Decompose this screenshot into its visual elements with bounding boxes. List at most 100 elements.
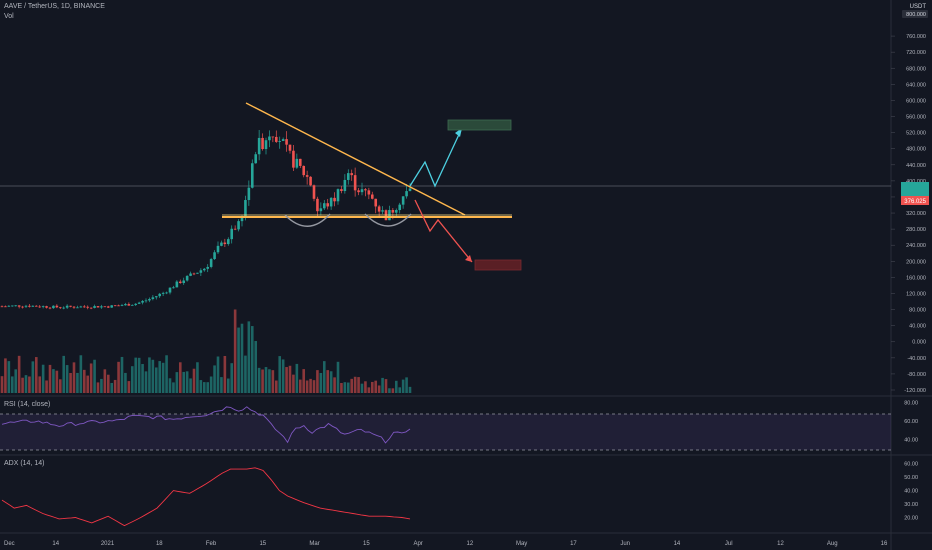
- candle-body: [182, 280, 186, 284]
- time-tick-label: Aug: [827, 541, 838, 547]
- target-box-up[interactable]: [447, 119, 512, 131]
- candle-body: [295, 158, 299, 168]
- volume-bar: [394, 380, 398, 393]
- candle-body: [329, 197, 333, 207]
- adx-tick-label: 20.00: [904, 516, 918, 522]
- bullish-projection-arrow: [409, 127, 463, 188]
- candle-body: [148, 299, 151, 301]
- time-tick-label: 16: [881, 541, 888, 547]
- candle-body: [55, 305, 59, 308]
- candle-body: [48, 307, 52, 309]
- candle-body: [298, 158, 302, 166]
- volume-bar: [141, 364, 144, 393]
- volume-bar: [244, 355, 247, 393]
- candle-body: [408, 188, 412, 192]
- adx-line: [1, 467, 411, 527]
- candle-body: [367, 190, 371, 195]
- candle-body: [353, 175, 357, 191]
- candle-body: [360, 189, 364, 193]
- current-price-label: 376.025: [904, 199, 926, 205]
- volume-bar: [357, 377, 360, 393]
- volume-bar: [309, 378, 312, 393]
- target-box-down[interactable]: [474, 259, 522, 271]
- symbol-title: AAVE / TetherUS, 1D, BINANCE: [4, 3, 105, 10]
- volume-bar: [370, 381, 374, 393]
- last-price-tag: [901, 182, 929, 196]
- volume-bar: [130, 366, 134, 393]
- volume-bar: [305, 380, 309, 393]
- candle-body: [370, 194, 374, 199]
- volume-bar: [278, 356, 282, 393]
- volume-bar: [220, 377, 223, 393]
- time-axis[interactable]: Dec 14 2021 18 Feb 15 Mar 15 Apr 12 May 17 Jun 14 Jul 1…: [4, 541, 888, 547]
- candle-body: [302, 165, 306, 176]
- price-tick-label: 120.000: [906, 291, 926, 297]
- current-price-tag: [901, 196, 929, 205]
- volume-bar: [55, 370, 59, 393]
- volume-bar: [189, 378, 192, 393]
- price-tick-label: 320.000: [906, 211, 926, 217]
- volume-bar: [264, 367, 268, 393]
- volume-bar: [14, 369, 18, 393]
- candle-body: [398, 204, 402, 211]
- descending-trendline[interactable]: [245, 102, 466, 216]
- candle-body: [175, 281, 179, 288]
- volume-bar: [168, 378, 172, 393]
- volume-bar: [161, 362, 165, 393]
- left-shoulder-arc: [284, 213, 331, 227]
- candle-body: [257, 137, 261, 155]
- candle-body: [213, 252, 216, 260]
- candle-body: [326, 203, 330, 207]
- candle-body: [28, 305, 31, 307]
- price-tick-label: 520.000: [906, 131, 926, 137]
- rsi-tick-label: 40.00: [904, 437, 918, 443]
- price-tick-label: 40.000: [909, 324, 926, 330]
- candle-body: [7, 305, 11, 307]
- candle-body: [127, 304, 131, 306]
- volume-bar: [31, 361, 35, 393]
- candle-body: [322, 203, 326, 209]
- volume-bar: [233, 309, 237, 393]
- candle-body: [226, 239, 230, 245]
- volume-bar: [319, 372, 323, 393]
- volume-bar: [405, 377, 408, 393]
- candle-body: [65, 305, 69, 308]
- top-price-tag: [902, 10, 928, 18]
- candle-body: [350, 173, 354, 176]
- volume-bar: [21, 377, 24, 393]
- volume-bar: [175, 372, 179, 393]
- volume-bar: [295, 363, 299, 393]
- volume-bar: [41, 364, 45, 393]
- volume-bar: [384, 379, 388, 393]
- volume-bar: [237, 327, 240, 393]
- volume-bar: [52, 369, 55, 393]
- volume-bar: [333, 377, 336, 393]
- price-tick-label: 240.000: [906, 243, 926, 249]
- time-tick-label: Apr: [413, 541, 422, 547]
- volume-bar: [202, 382, 206, 393]
- volume-bar: [292, 374, 295, 393]
- time-tick-label: 15: [363, 541, 370, 547]
- volume-bar: [230, 363, 234, 393]
- volume-bar: [124, 372, 127, 393]
- candle-body: [110, 305, 114, 308]
- volume-bar: [343, 382, 347, 393]
- volume-bar: [134, 357, 138, 393]
- candle-body: [79, 306, 83, 308]
- volume-bar: [137, 357, 141, 393]
- candle-body: [292, 150, 295, 168]
- volume-bar: [223, 355, 227, 393]
- candle-body: [134, 303, 138, 305]
- time-tick-label: 2021: [101, 541, 115, 547]
- candle-body: [391, 209, 395, 213]
- candle-body: [45, 306, 48, 308]
- volume-bar: [113, 379, 117, 393]
- candle-body: [4, 306, 7, 308]
- price-tick-label: 760.000: [906, 34, 926, 40]
- candle-body: [14, 305, 18, 307]
- price-tick-label: 400.000: [906, 179, 926, 185]
- time-tick-label: 12: [777, 541, 784, 547]
- volume-bar: [216, 356, 220, 393]
- price-axis[interactable]: 760.000 720.000 680.000 640.000 600.000 560.0…: [891, 34, 926, 394]
